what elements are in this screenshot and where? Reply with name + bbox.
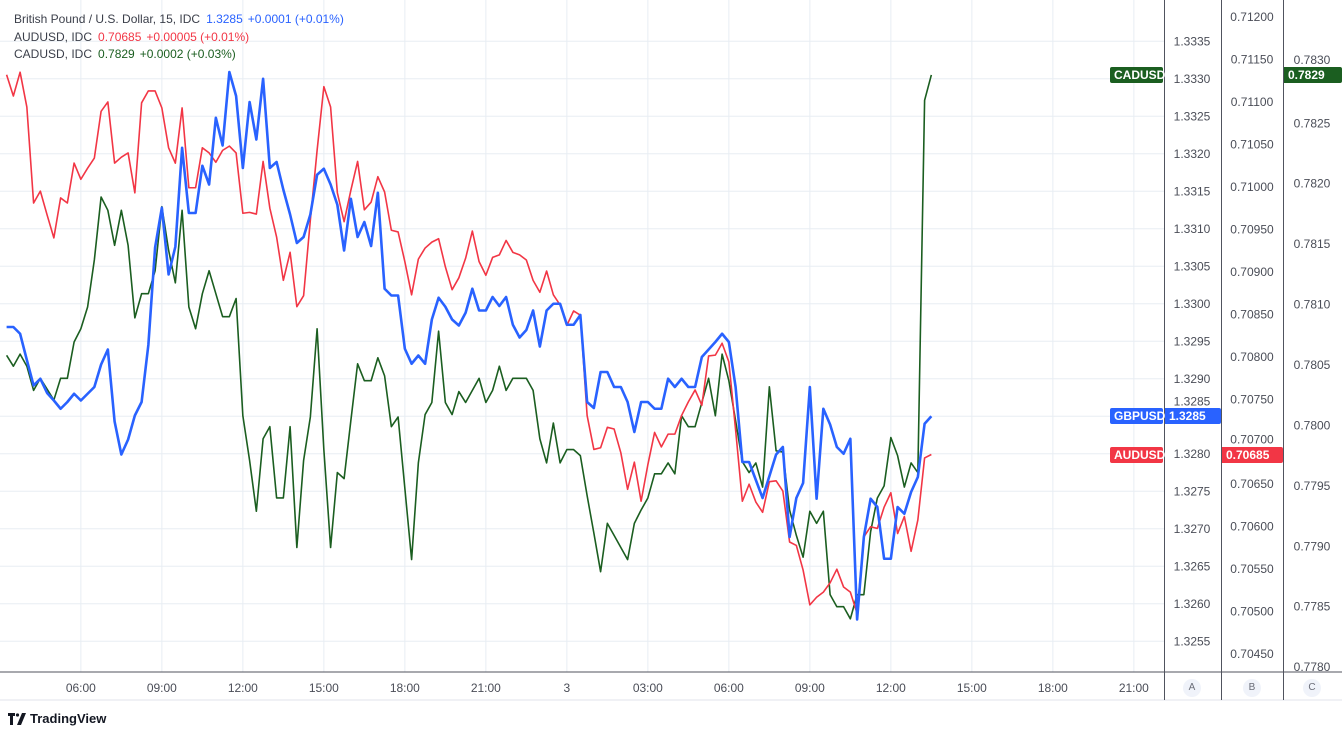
y-tick-label-a: 1.3330 — [1174, 72, 1211, 86]
tradingview-logo[interactable]: TradingView — [8, 711, 106, 726]
chart-grid — [0, 0, 1164, 672]
y-tick-label-b: 0.70500 — [1230, 605, 1274, 619]
y-tick-label-a: 1.3255 — [1174, 634, 1211, 648]
y-tick-label-c: 0.7790 — [1294, 539, 1331, 553]
x-tick-label: 3 — [564, 681, 571, 695]
y-tick-label-b: 0.70550 — [1230, 562, 1274, 576]
y-tick-label-a: 1.3320 — [1174, 147, 1211, 161]
y-tick-label-a: 1.3260 — [1174, 597, 1211, 611]
y-tick-label-b: 0.71100 — [1231, 95, 1274, 109]
y-tick-label-a: 1.3310 — [1174, 222, 1211, 236]
legend-row-gbpusd[interactable]: British Pound / U.S. Dollar, 15, IDC 1.32… — [14, 11, 344, 29]
legend-symbol: AUDUSD, IDC — [14, 29, 93, 44]
y-tick-label-b: 0.70600 — [1230, 520, 1274, 534]
price-scale-c-border — [1283, 0, 1284, 700]
y-tick-label-c: 0.7800 — [1294, 418, 1331, 432]
y-tick-label-c: 0.7785 — [1294, 600, 1331, 614]
legend-change: +0.0002 (+0.03%) — [139, 47, 236, 61]
x-tick-label: 09:00 — [147, 681, 177, 695]
x-tick-label: 12:00 — [228, 681, 258, 695]
x-tick-label: 21:00 — [1119, 681, 1149, 695]
legend-change: +0.0001 (+0.01%) — [247, 12, 344, 26]
chart-legend: British Pound / U.S. Dollar, 15, IDC 1.32… — [14, 11, 344, 64]
y-tick-label-a: 1.3315 — [1174, 184, 1211, 198]
y-tick-label-a: 1.3300 — [1174, 297, 1211, 311]
series-lines — [5, 70, 933, 621]
x-tick-label: 21:00 — [471, 681, 501, 695]
y-tick-label-b: 0.71150 — [1231, 52, 1274, 66]
legend-symbol: CADUSD, IDC — [14, 47, 93, 61]
y-tick-label-b: 0.71000 — [1230, 180, 1274, 194]
series-name-tag-cadusd: CADUSD — [1110, 66, 1165, 83]
x-tick-label: 15:00 — [309, 681, 339, 695]
tradingview-wordmark: TradingView — [30, 711, 107, 726]
legend-value: 0.70685 — [98, 29, 142, 44]
legend-change: +0.00005 (+0.01%) — [146, 29, 250, 44]
y-tick-label-b: 0.71050 — [1230, 137, 1274, 151]
y-tick-label-c: 0.7820 — [1294, 177, 1331, 191]
series-line-gbpusd — [6, 70, 933, 621]
legend-value: 0.7829 — [98, 47, 135, 61]
y-tick-label-a: 1.3305 — [1174, 259, 1211, 273]
y-tick-label-b: 0.70450 — [1230, 647, 1274, 661]
x-tick-label: 06:00 — [714, 681, 744, 695]
y-tick-label-c: 0.7805 — [1294, 358, 1331, 372]
y-tick-label-a: 1.3290 — [1174, 372, 1211, 386]
price-scale-b-border — [1221, 0, 1222, 700]
series-line-audusd — [5, 71, 932, 615]
y-tick-label-c: 0.7795 — [1294, 479, 1331, 493]
x-tick-label: 06:00 — [66, 681, 96, 695]
x-tick-label: 09:00 — [795, 681, 825, 695]
series-name-tag-gbpusd: GBPUSD — [1110, 408, 1165, 425]
x-tick-label: 12:00 — [876, 681, 906, 695]
legend-value: 1.3285 — [206, 12, 243, 26]
y-tick-label-b: 0.70850 — [1230, 307, 1274, 321]
x-tick-label: 18:00 — [1038, 681, 1068, 695]
y-tick-label-a: 1.3265 — [1174, 559, 1211, 573]
y-tick-label-c: 0.7810 — [1294, 298, 1331, 312]
y-tick-label-c: 0.7825 — [1294, 116, 1331, 130]
y-tick-label-a: 1.3295 — [1174, 334, 1211, 348]
series-line-cadusd — [5, 74, 933, 620]
price-axis-ticks: 1.3335 1.3330 1.3325 1.3320 1.3315 1.3310 1.33… — [1174, 10, 1331, 674]
series-name-tag-audusd: AUDUSD — [1110, 446, 1165, 463]
y-tick-label-a: 1.3275 — [1174, 484, 1211, 498]
x-tick-label: 18:00 — [390, 681, 420, 695]
y-tick-label-c: 0.7815 — [1294, 237, 1331, 251]
scale-a-button[interactable]: A — [1183, 679, 1201, 697]
scale-b-button[interactable]: B — [1243, 679, 1261, 697]
y-tick-label-a: 1.3285 — [1174, 394, 1211, 408]
y-tick-label-b: 0.70650 — [1230, 477, 1274, 491]
last-price-tag-gbpusd: 1.3285 — [1165, 408, 1221, 425]
y-tick-label-c: 0.7780 — [1294, 660, 1331, 674]
legend-row-cadusd[interactable]: CADUSD, IDC 0.7829 +0.0002 (+0.03%) — [14, 46, 344, 64]
y-tick-label-b: 0.70950 — [1230, 222, 1274, 236]
scale-c-button[interactable]: C — [1303, 679, 1321, 697]
y-tick-label-a: 1.3335 — [1174, 34, 1211, 48]
y-tick-label-b: 0.70750 — [1230, 392, 1274, 406]
time-axis-ticks: 06:00 09:00 12:00 15:00 18:00 21:00 3 03:00 06:0… — [66, 681, 1149, 695]
y-tick-label-b: 0.70700 — [1230, 433, 1274, 447]
legend-row-audusd[interactable]: AUDUSD, IDC 0.70685 +0.00005 (+0.01%) — [14, 29, 344, 47]
tradingview-logo-icon — [8, 712, 26, 725]
y-tick-label-b: 0.70800 — [1230, 350, 1274, 364]
last-price-tag-audusd: 0.70685 — [1222, 446, 1283, 463]
y-tick-label-b: 0.71200 — [1230, 10, 1274, 24]
y-tick-label-a: 1.3325 — [1174, 109, 1211, 123]
y-tick-label-b: 0.70900 — [1230, 265, 1274, 279]
x-tick-label: 15:00 — [957, 681, 987, 695]
last-price-tag-cadusd: 0.7829 — [1284, 66, 1342, 83]
y-tick-label-a: 1.3280 — [1174, 447, 1211, 461]
x-tick-label: 03:00 — [633, 681, 663, 695]
y-tick-label-a: 1.3270 — [1174, 522, 1211, 536]
price-scale-a-border — [1164, 0, 1165, 700]
legend-symbol: British Pound / U.S. Dollar, 15, IDC — [14, 12, 201, 26]
y-tick-label-c: 0.7830 — [1294, 53, 1331, 67]
